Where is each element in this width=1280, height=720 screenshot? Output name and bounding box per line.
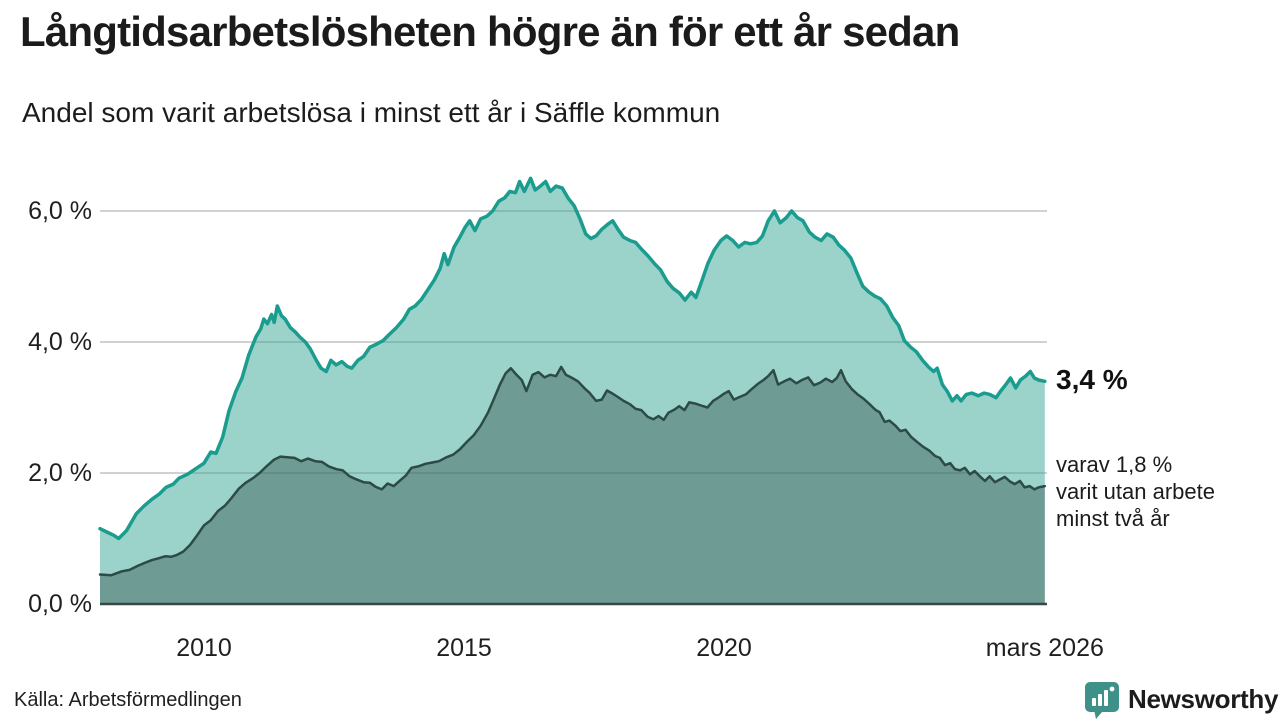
series-line-minst-ett-ar [98, 176, 1047, 541]
speech-bubble-bar-chart-icon [1085, 682, 1119, 719]
secondary-note: varav 1,8 % varit utan arbete minst två … [1056, 451, 1215, 532]
y-axis-tick-label: 2,0 % [28, 459, 92, 487]
newsworthy-wordmark: Newsworthy [1128, 684, 1279, 714]
area-fill-minst-tva-ar [100, 366, 1045, 604]
secondary-note-line-3: minst två år [1056, 506, 1170, 531]
page-subtitle: Andel som varit arbetslösa i minst ett å… [22, 97, 721, 128]
y-axis-tick-label: 4,0 % [28, 328, 92, 356]
x-axis-tick-label: mars 2026 [985, 634, 1104, 662]
x-axis-tick-label: 2010 [176, 634, 232, 662]
y-axis-tick-label: 0,0 % [28, 590, 92, 618]
secondary-note-line-1: varav 1,8 % [1056, 452, 1173, 477]
source-note: Källa: Arbetsförmedlingen [14, 689, 242, 711]
end-value-label: 3,4 % [1056, 364, 1128, 395]
x-axis-tick-label: 2020 [696, 634, 752, 662]
series-line-minst-tva-ar [98, 365, 1047, 577]
x-axis-tick-label: 2015 [436, 634, 492, 662]
newsworthy-logo: Newsworthy [1083, 680, 1278, 719]
secondary-note-line-2: varit utan arbete [1056, 479, 1215, 504]
area-fill-minst-ett-ar [100, 178, 1045, 605]
page-title: Långtidsarbetslösheten högre än för ett … [20, 8, 960, 55]
y-axis-tick-label: 6,0 % [28, 197, 92, 225]
